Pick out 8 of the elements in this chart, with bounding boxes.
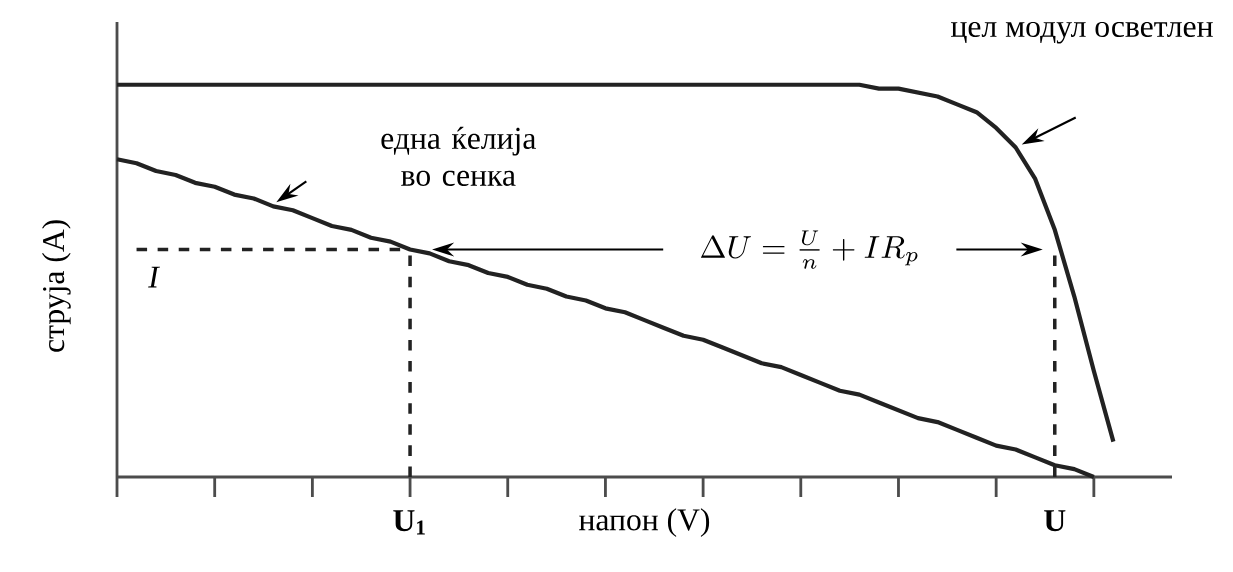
annotation: $\Delta U = \frac{U}{n} + IR_p$: [700, 230, 918, 269]
x-tick-label: U: [1044, 510, 1066, 532]
y-axis-title: струја (A): [42, 220, 71, 352]
annotation: една ќелија во сенка: [381, 126, 536, 186]
text: цел модул осветлен: [951, 21, 1213, 44]
x-axis-title: напон (V): [579, 508, 710, 537]
x-tick-label: U$_{1}$: [393, 510, 425, 535]
annotation: I: [148, 266, 161, 288]
